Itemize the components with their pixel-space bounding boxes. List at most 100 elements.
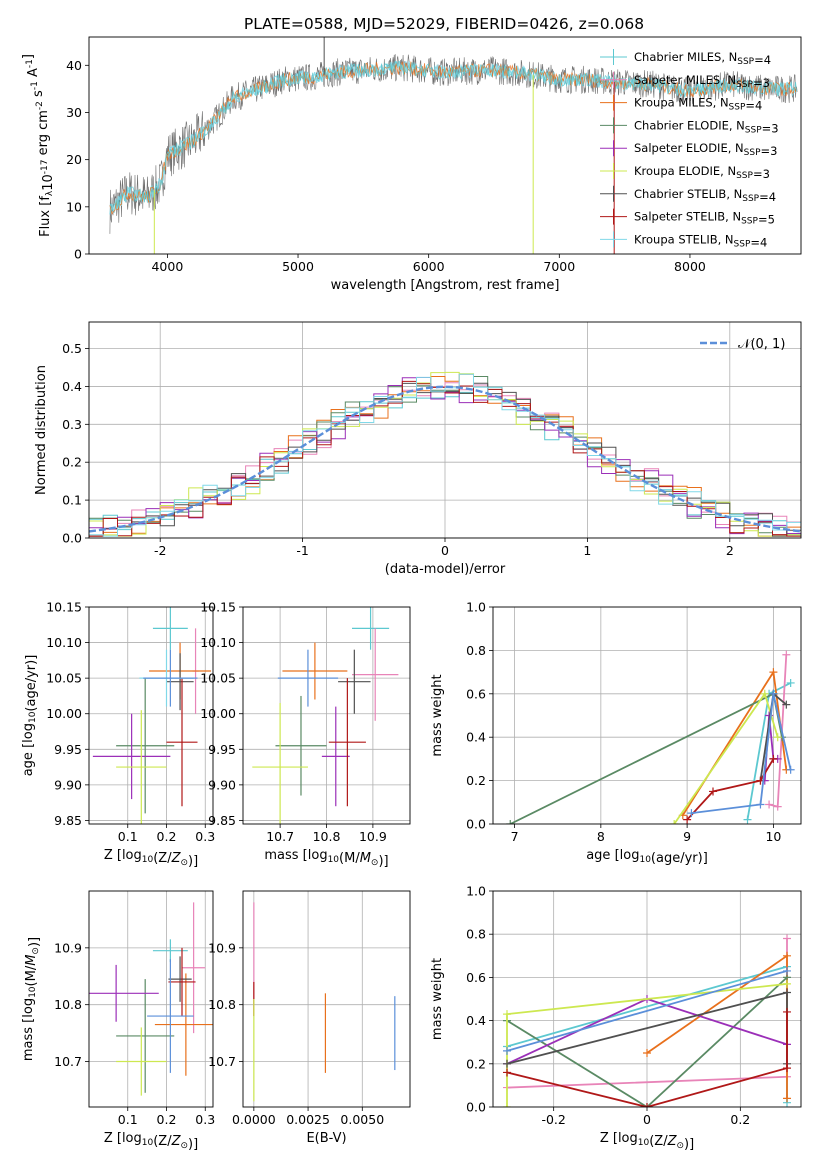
y-tick-label: 0.5 [62, 341, 82, 356]
mass-weight-point [769, 754, 778, 763]
x-axis-label: Z [log10(Z/Z⊙)] [104, 848, 198, 869]
mass-weight-point [783, 1094, 791, 1103]
x-tick-label: 0.3 [195, 1112, 215, 1127]
x-tick-label: 0.2 [730, 1112, 750, 1127]
x-tick-label: 10.8 [313, 829, 341, 844]
x-tick-label: 0.2 [157, 1112, 177, 1127]
y-tick-label: 0.2 [466, 773, 486, 788]
mass-weight-point [773, 802, 782, 811]
x-tick-label: 0.0050 [340, 1112, 384, 1127]
axes-frame [242, 890, 411, 1108]
y-tick-label: 0.6 [466, 970, 486, 985]
mass-weight-point [782, 700, 791, 709]
y-tick-label: 0.2 [466, 1056, 486, 1071]
mass-weight-line [686, 758, 775, 821]
mass-weight-line [691, 693, 792, 814]
y-tick-label: 10.7 [54, 1054, 82, 1069]
y-tick-label: 10.15 [46, 600, 82, 615]
panel-mass_vs_ebv: 0.0000 0.0025 0.0050 10.7 10.8 10.9 E(B-V) [208, 890, 411, 1146]
legend-label: Chabrier MILES, NSSP=4 [634, 50, 771, 67]
y-tick-label: 9.85 [54, 813, 82, 828]
y-tick-label: 10.05 [200, 671, 236, 686]
legend-label: Chabrier ELODIE, NSSP=3 [634, 118, 779, 135]
mass-weight-point [765, 800, 774, 809]
x-tick-label: 7000 [543, 259, 575, 274]
y-tick-label: 10.8 [208, 997, 236, 1012]
x-tick-label: 8000 [674, 259, 706, 274]
mass-weight-line [509, 692, 783, 824]
y-tick-label: 0.0 [62, 531, 82, 546]
y-tick-label: 0.4 [466, 1013, 486, 1028]
mass-weight-point [786, 678, 795, 687]
x-tick-label: 4000 [151, 259, 183, 274]
panel-mass_vs_Z: 0.1 0.2 0.3 10.7 10.8 10.9 Z [log10(Z/Z⊙)] mass… [21, 890, 215, 1152]
y-axis-label: Normed distribution [34, 365, 49, 495]
x-tick-label: -0.2 [541, 1112, 565, 1127]
x-tick-label: -1 [296, 543, 308, 558]
mass-weight-point [503, 1068, 511, 1077]
y-tick-label: 10.10 [200, 635, 236, 650]
mass-weight-point [756, 800, 765, 809]
x-tick-label: 9 [683, 829, 691, 844]
x-tick-label: 10.9 [359, 829, 387, 844]
y-tick-label: 1.0 [466, 884, 486, 899]
axes-frame [88, 606, 214, 825]
panel-mass_weight_vs_Z: -0.2 0 0.2 0.0 0.2 0.4 0.6 0.8 1.0 Z [log10(Z/Z⊙)… [430, 884, 802, 1152]
panel-mass_weight_vs_age: 7 8 9 10 0.0 0.2 0.4 0.6 0.8 1.0 age [log10(age/yr… [430, 600, 802, 866]
plot-area [89, 322, 801, 538]
x-tick-label: 0.3 [195, 829, 215, 844]
plot-area [89, 607, 213, 824]
x-tick-label: 1 [583, 543, 591, 558]
panel-age_vs_Z: 0.1 0.2 0.3 9.85 9.90 9.95 10.00 10.05 10.10 10.1… [21, 600, 215, 870]
mass-weight-point [643, 1103, 651, 1107]
x-axis-label: mass [log10(M/M⊙)] [264, 848, 388, 869]
mass-weight-point [506, 820, 515, 824]
mass-weight-line [506, 1012, 788, 1107]
mass-weight-point [783, 979, 791, 988]
y-tick-label: 1.0 [466, 600, 486, 615]
mass-weight-point [503, 1046, 511, 1055]
axes-frame [242, 606, 411, 825]
legend-label: 𝒩(0, 1) [738, 337, 785, 352]
x-axis-label: wavelength [Angstrom, rest frame] [331, 278, 560, 293]
axes-frame [492, 606, 802, 825]
y-tick-label: 10.9 [208, 940, 236, 955]
y-tick-label: 9.95 [54, 742, 82, 757]
mass-weight-point [769, 668, 778, 677]
mass-weight-point [783, 1007, 791, 1016]
x-tick-label: 10.7 [266, 829, 294, 844]
plot-area [89, 891, 213, 1107]
x-tick-label: 0 [643, 1112, 651, 1127]
y-tick-label: 0.3 [62, 417, 82, 432]
y-tick-label: 9.90 [54, 777, 82, 792]
y-axis-label: mass weight [430, 958, 445, 1040]
x-tick-label: 10 [765, 829, 781, 844]
residual-legend: 𝒩(0, 1) [700, 337, 785, 352]
histogram-step [89, 373, 801, 537]
x-axis-label: Z [log10(Z/Z⊙)] [104, 1131, 198, 1152]
mass-weight-point [773, 733, 782, 742]
panel-age_vs_mass: 10.7 10.8 10.9 9.85 9.90 9.95 10.00 10.05 10.10 1… [200, 600, 411, 869]
histogram-step [89, 373, 801, 537]
mass-weight-line [506, 970, 788, 1052]
plot-area [243, 891, 410, 1107]
x-tick-label: 2 [726, 543, 734, 558]
panel-residuals: -2 -1 0 1 2 0.0 0.1 0.2 0.3 0.4 0.5 (data-model)/er… [34, 321, 802, 577]
mass-weight-point [503, 1103, 511, 1107]
legend-label: Chabrier STELIB, NSSP=4 [634, 187, 776, 204]
x-tick-label: 0.0000 [232, 1112, 276, 1127]
mass-weight-point [683, 815, 692, 824]
mass-weight-point [783, 951, 791, 960]
mass-weight-point [709, 787, 717, 796]
mass-weight-point [783, 988, 791, 997]
x-tick-label: 0.1 [118, 829, 138, 844]
mass-weight-point [786, 765, 795, 774]
y-tick-label: 0.6 [466, 686, 486, 701]
normal-curve [89, 385, 801, 533]
y-tick-label: 0.8 [466, 643, 486, 658]
mass-weight-line [768, 654, 788, 808]
mass-weight-point [503, 1010, 511, 1019]
x-tick-label: 5000 [282, 259, 314, 274]
y-tick-label: 10.9 [54, 940, 82, 955]
